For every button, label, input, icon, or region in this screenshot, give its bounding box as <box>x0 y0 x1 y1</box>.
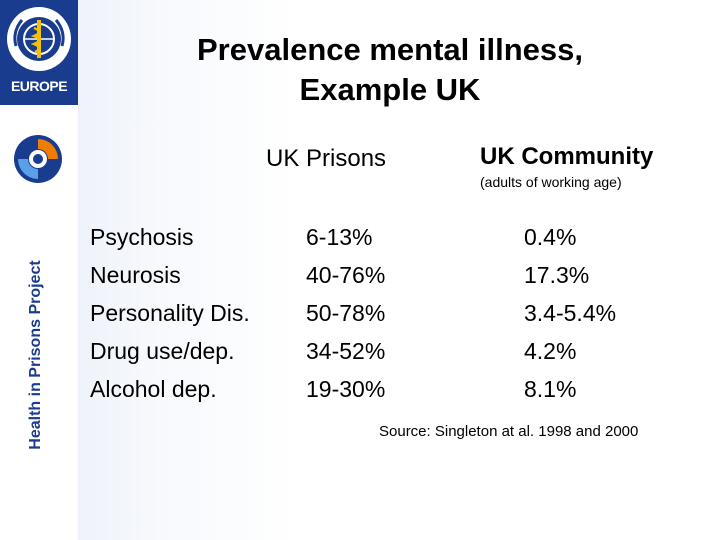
community-column-header: UK Community <box>480 143 654 170</box>
condition-label: Neurosis <box>90 262 181 288</box>
community-note: (adults of working age) <box>480 174 622 190</box>
prisons-value: 40-76% <box>306 262 386 288</box>
hipp-swirl-icon <box>14 135 62 183</box>
community-value: 8.1% <box>524 376 577 402</box>
prisons-value: 6-13% <box>306 224 373 250</box>
condition-label: Psychosis <box>90 224 194 250</box>
community-value: 3.4-5.4% <box>524 300 617 326</box>
condition-label: Personality Dis. <box>90 300 250 326</box>
community-values: 0.4% 17.3% 3.4-5.4% 4.2% 8.1% <box>524 218 616 408</box>
community-value: 0.4% <box>524 224 577 250</box>
prisons-value: 34-52% <box>306 338 386 364</box>
project-label: Health in Prisons Project <box>27 260 44 450</box>
who-emblem-icon <box>7 7 71 71</box>
slide-title: Prevalence mental illness, Example UK <box>120 30 660 110</box>
community-value: 4.2% <box>524 338 577 364</box>
source-citation: Source: Singleton at al. 1998 and 2000 <box>379 423 639 440</box>
europe-label: EUROPE <box>10 78 68 94</box>
conditions-list: Psychosis Neurosis Personality Dis. Drug… <box>90 218 250 408</box>
prisons-value: 50-78% <box>306 300 386 326</box>
condition-label: Alcohol dep. <box>90 376 217 402</box>
who-europe-header: EUROPE <box>0 0 78 105</box>
title-line-1: Prevalence mental illness, <box>197 32 583 67</box>
prisons-value: 19-30% <box>306 376 386 402</box>
condition-label: Drug use/dep. <box>90 338 235 364</box>
prisons-column-header: UK Prisons <box>266 145 387 172</box>
sidebar: EUROPE Health in Prisons Project <box>0 0 78 540</box>
title-line-2: Example UK <box>299 72 481 107</box>
community-value: 17.3% <box>524 262 590 288</box>
prisons-values: 6-13% 40-76% 50-78% 34-52% 19-30% <box>306 218 385 408</box>
